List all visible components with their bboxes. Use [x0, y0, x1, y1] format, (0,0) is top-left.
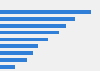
Bar [0, 37, 48, 41]
Bar [0, 44, 38, 48]
Bar [0, 24, 66, 28]
Bar [0, 17, 76, 21]
Bar [0, 51, 33, 55]
Bar [0, 65, 14, 69]
Bar [0, 31, 59, 34]
Bar [0, 58, 27, 62]
Bar [0, 10, 91, 14]
